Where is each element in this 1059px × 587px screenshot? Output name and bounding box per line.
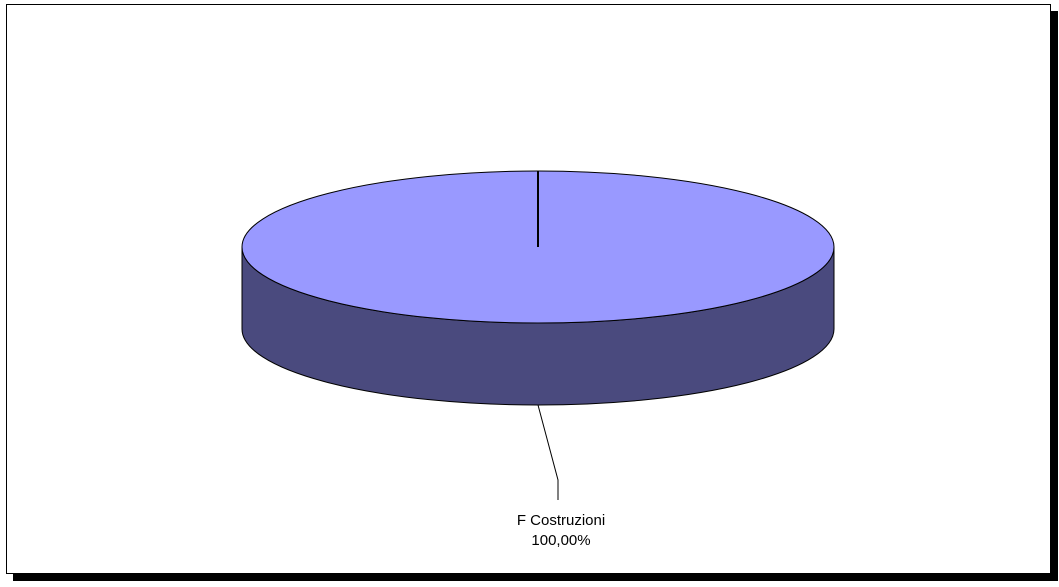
slice-label-name: F Costruzioni [517,512,605,529]
label-leader-line [537,404,559,500]
pie-3d [241,170,835,500]
slice-label-percent: 100,00% [531,532,590,549]
